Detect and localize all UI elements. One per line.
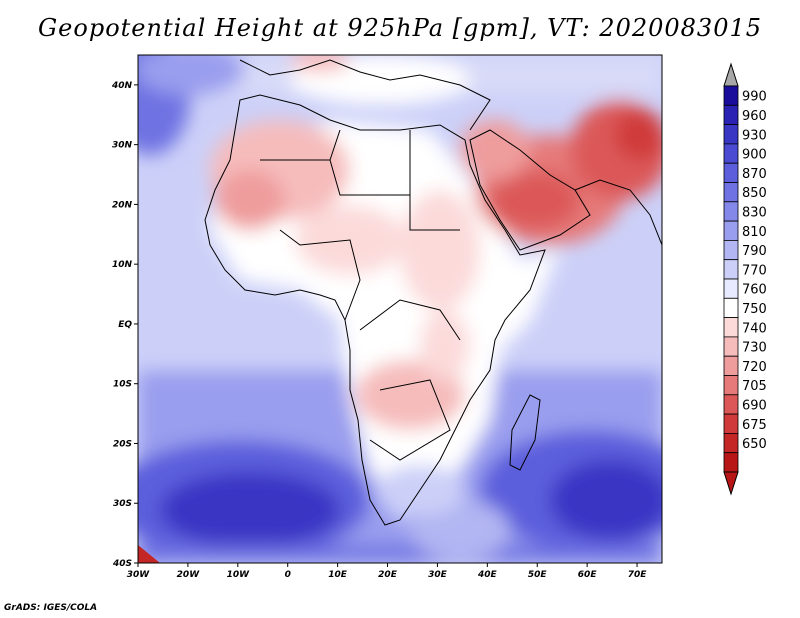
lon-tick-label: 20E (378, 570, 398, 580)
lon-tick-label: 40E (477, 570, 498, 580)
height-field (138, 55, 662, 563)
lat-tick-label: 30S (113, 499, 132, 509)
colorbar-swatch (723, 220, 739, 241)
colorbar-label: 760 (742, 283, 767, 298)
colorbar-swatch (723, 182, 739, 203)
colorbar-swatch (723, 162, 739, 183)
colorbar-below-triangle (723, 471, 739, 496)
colorbar-label: 720 (742, 360, 767, 375)
lon-tick-label: 20W (177, 570, 201, 580)
colorbar-swatch (723, 104, 739, 126)
lon-tick-label: 30E (428, 570, 448, 580)
lat-tick-label: EQ (118, 320, 132, 330)
colorbar-label: 830 (742, 205, 767, 220)
lat-tick-label: 10S (113, 380, 132, 390)
lon-tick-label: 0 (285, 570, 291, 580)
lon-tick-label: 50E (528, 570, 548, 580)
colorbar-label: 675 (742, 418, 767, 433)
colorbar-swatch (723, 375, 739, 396)
longitude-ticks: 30W 20W 10W 0 10E 20E 30E 40E 50E 60E 70E (127, 563, 647, 580)
colorbar-label: 790 (742, 244, 767, 259)
colorbar-label: 810 (742, 225, 767, 240)
colorbar-label: 705 (742, 379, 767, 394)
colorbar-swatch (723, 85, 739, 106)
lat-tick-label: 10N (112, 260, 133, 270)
colorbar-label: 960 (742, 109, 767, 124)
colorbar-swatch (723, 259, 739, 280)
colorbar-above-triangle (723, 62, 739, 87)
lon-tick-label: 30W (127, 570, 151, 580)
colorbar-swatch (723, 297, 739, 318)
colorbar-swatch (723, 124, 739, 145)
lon-tick-label: 60E (578, 570, 598, 580)
lat-tick-label: 30N (112, 141, 133, 151)
colorbar-swatch (723, 239, 739, 261)
colorbar-label: 690 (742, 398, 767, 413)
lon-tick-label: 10W (227, 570, 251, 580)
lon-tick-label: 70E (628, 570, 648, 580)
colorbar-swatch (723, 413, 739, 434)
colorbar-swatch (723, 355, 739, 376)
lat-tick-label: 40N (111, 81, 133, 91)
colorbar-swatch (723, 278, 739, 299)
map-title: Geopotential Height at 925hPa [gpm], VT:… (38, 14, 762, 42)
colorbar-label: 730 (742, 341, 767, 356)
colorbar-label: 850 (742, 186, 767, 201)
colorbar-label: 740 (742, 321, 767, 336)
colorbar: 990 960 930 900 870 850 830 810 790 770 760 750 740 7… (723, 62, 767, 496)
coastlines (204, 59, 662, 526)
colorbar-label: 870 (742, 167, 767, 182)
colorbar-swatch (723, 432, 739, 454)
colorbar-label: 650 (742, 437, 767, 452)
colorbar-label: 930 (742, 128, 767, 143)
grads-credit: GrADS: IGES/COLA (4, 603, 98, 613)
latitude-ticks: 40N 30N 20N 10N EQ 10S 20S 30S 40S (111, 81, 138, 569)
colorbar-swatch (723, 143, 739, 164)
lat-tick-label: 20S (113, 439, 132, 449)
colorbar-label: 750 (742, 302, 767, 317)
colorbar-swatch (723, 394, 739, 415)
lat-tick-label: 40S (112, 559, 132, 569)
colorbar-swatch (723, 452, 739, 473)
colorbar-label: 990 (742, 90, 767, 105)
colorbar-swatch (723, 336, 739, 357)
colorbar-label: 770 (742, 263, 767, 278)
colorbar-swatch (723, 317, 739, 338)
colorbar-label: 900 (742, 148, 767, 163)
lat-tick-label: 20N (112, 200, 133, 210)
map-frame (137, 54, 663, 564)
colorbar-swatch (723, 201, 739, 222)
lon-tick-label: 10E (328, 570, 348, 580)
